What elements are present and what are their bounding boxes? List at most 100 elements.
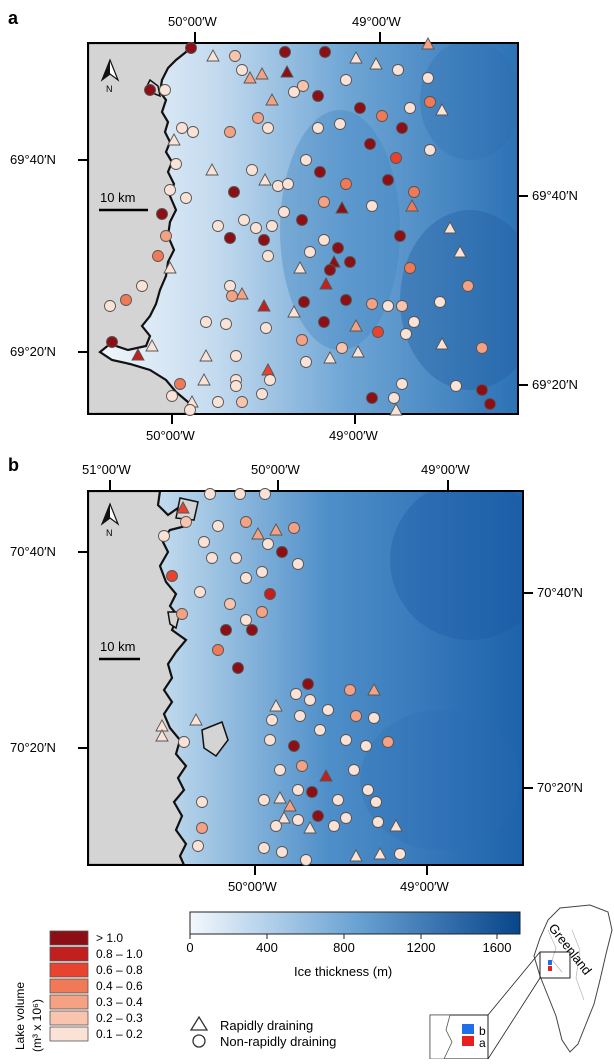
non-rapid-lake-marker xyxy=(176,122,188,134)
non-rapid-lake-marker xyxy=(156,208,168,220)
non-rapid-lake-marker xyxy=(400,328,412,340)
non-rapid-lake-marker xyxy=(260,322,272,334)
non-rapid-lake-marker xyxy=(372,816,384,828)
non-rapid-lake-marker xyxy=(262,122,274,134)
non-rapid-lake-marker xyxy=(484,398,496,410)
rapid-lake-marker xyxy=(277,811,291,824)
panel-a-north-label: N xyxy=(106,84,113,94)
greenland-inset: Greenland b a xyxy=(429,904,613,1060)
non-rapid-lake-marker xyxy=(476,384,488,396)
non-rapid-lake-marker xyxy=(312,810,324,822)
non-rapid-lake-marker xyxy=(256,566,268,578)
non-rapid-lake-marker xyxy=(396,378,408,390)
non-rapid-lake-marker xyxy=(300,854,312,866)
rapid-lake-marker xyxy=(199,349,213,362)
thickness-colorbar xyxy=(189,911,521,935)
rapid-lake-marker xyxy=(293,261,307,274)
panel-b-lake-symbols xyxy=(155,488,406,866)
non-rapid-lake-marker xyxy=(319,46,331,58)
non-rapid-lake-marker xyxy=(240,614,252,626)
rapid-lake-marker xyxy=(367,683,381,696)
non-rapid-lake-marker xyxy=(350,710,362,722)
non-rapid-lake-marker xyxy=(144,84,156,96)
non-rapid-lake-marker xyxy=(288,740,300,752)
non-rapid-lake-marker xyxy=(278,206,290,218)
volume-legend-swatch xyxy=(49,978,89,994)
non-rapid-lake-marker xyxy=(282,178,294,190)
volume-legend-label: 0.2 – 0.3 xyxy=(96,1011,143,1025)
non-rapid-lake-marker xyxy=(300,154,312,166)
rapid-lake-marker xyxy=(335,201,349,214)
rapid-lake-marker xyxy=(405,199,419,212)
volume-legend-swatch xyxy=(49,1010,89,1026)
non-rapid-lake-marker xyxy=(394,848,406,860)
non-rapid-lake-marker xyxy=(324,264,336,276)
volume-legend-label: 0.6 – 0.8 xyxy=(96,963,143,977)
panel-b-top-lon-1: 51°00′W xyxy=(82,462,132,477)
inset-label-b: b xyxy=(479,1024,486,1038)
volume-legend-label: 0.3 – 0.4 xyxy=(96,995,143,1009)
thickness-tick-label: 800 xyxy=(333,940,355,955)
non-rapid-lake-marker xyxy=(304,246,316,258)
non-rapid-lake-marker xyxy=(276,546,288,558)
rapid-lake-marker xyxy=(131,348,145,361)
rapid-lake-marker xyxy=(319,277,333,290)
non-rapid-lake-marker xyxy=(396,122,408,134)
non-rapid-lake-marker xyxy=(276,846,288,858)
non-rapid-lake-marker xyxy=(370,796,382,808)
non-rapid-lake-marker xyxy=(220,318,232,330)
panel-b-right-lat-1: 70°40′N xyxy=(537,585,583,600)
non-rapid-lake-marker xyxy=(264,588,276,600)
panel-a-top-lon-2: 49°00′W xyxy=(352,14,402,29)
non-rapid-lake-marker xyxy=(424,144,436,156)
rapid-lake-marker xyxy=(349,51,363,64)
volume-legend-label: 0.4 – 0.6 xyxy=(96,979,143,993)
non-rapid-lake-marker xyxy=(206,552,218,564)
non-rapid-lake-marker xyxy=(422,72,434,84)
non-rapid-lake-marker xyxy=(226,290,238,302)
volume-legend-label: > 1.0 xyxy=(96,931,123,945)
non-rapid-lake-marker xyxy=(224,280,236,292)
non-rapid-lake-marker xyxy=(238,214,250,226)
non-rapid-lake-marker xyxy=(256,606,268,618)
non-rapid-lake-marker xyxy=(259,488,271,500)
rapid-lake-marker xyxy=(205,163,219,176)
rapid-draining-label: Rapidly draining xyxy=(220,1018,313,1033)
non-rapid-lake-marker xyxy=(382,300,394,312)
non-rapid-lake-marker xyxy=(178,736,190,748)
non-rapid-lake-marker xyxy=(394,230,406,242)
volume-legend-label: 0.8 – 1.0 xyxy=(96,947,143,961)
rapid-lake-marker xyxy=(243,71,257,84)
non-rapid-lake-marker xyxy=(344,684,356,696)
rapid-lake-marker xyxy=(349,319,363,332)
panel-b-left-lat-2: 70°20′N xyxy=(10,740,56,755)
rapid-lake-marker xyxy=(197,373,211,386)
non-rapid-lake-marker xyxy=(270,820,282,832)
non-rapid-draining-label: Non-rapidly draining xyxy=(220,1034,336,1049)
non-rapid-lake-marker xyxy=(185,42,197,54)
non-rapid-lake-marker xyxy=(264,374,276,386)
panel-a-bottom-lon-2: 49°00′W xyxy=(329,428,379,443)
panel-b-north-arrow: N xyxy=(100,502,120,538)
non-rapid-lake-marker xyxy=(390,152,402,164)
rapid-lake-marker xyxy=(255,67,269,80)
rapid-lake-marker xyxy=(303,821,317,834)
non-rapid-lake-marker xyxy=(204,488,216,500)
non-rapid-lake-marker xyxy=(334,118,346,130)
non-rapid-lake-marker xyxy=(220,624,232,636)
non-rapid-lake-marker xyxy=(312,90,324,102)
rapid-lake-marker xyxy=(155,729,169,742)
panel-b-right-lat-2: 70°20′N xyxy=(537,780,583,795)
panel-a-land xyxy=(88,43,196,414)
thickness-tick-label: 0 xyxy=(186,940,193,955)
non-rapid-lake-marker xyxy=(232,662,244,674)
non-rapid-lake-marker xyxy=(230,350,242,362)
thickness-tick-label: 1200 xyxy=(407,940,436,955)
non-rapid-lake-marker xyxy=(228,186,240,198)
panel-a-frame xyxy=(87,42,519,415)
volume-legend-title: Lake volume xyxy=(13,982,27,1050)
rapid-lake-marker xyxy=(251,527,265,540)
non-rapid-lake-marker xyxy=(198,536,210,548)
non-rapid-lake-marker xyxy=(196,822,208,834)
